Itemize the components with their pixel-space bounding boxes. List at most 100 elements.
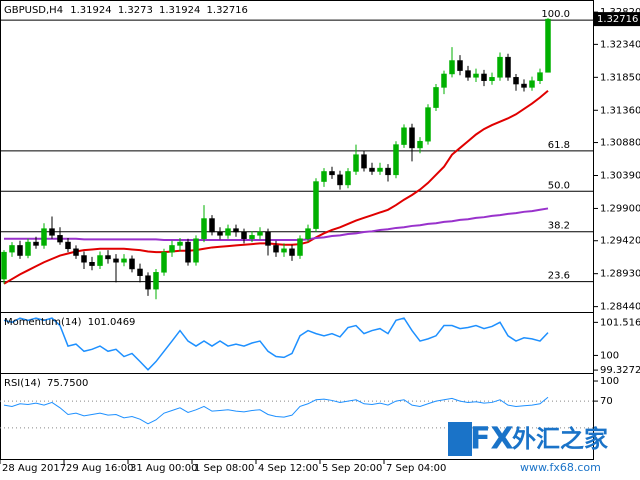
candle-body — [377, 167, 383, 172]
y-tick-label: 100 — [600, 376, 619, 387]
candle-body — [521, 83, 527, 88]
x-tick-label: 4 Sep 12:00 — [258, 463, 318, 474]
y-tick-label: 1.32340 — [600, 39, 640, 50]
x-tick-label: 31 Aug 00:00 — [130, 463, 197, 474]
fib-label: 23.6 — [548, 271, 570, 282]
y-tick-label: 99.3272 — [600, 365, 640, 376]
candle-body — [217, 231, 223, 236]
y-tick-label: 1.28440 — [600, 302, 640, 313]
candle-body — [385, 167, 391, 176]
candle-body — [433, 87, 439, 108]
rsi-current: 75.7500 — [47, 378, 88, 389]
candle-body — [289, 248, 295, 256]
candle-body — [49, 228, 55, 236]
candle-body — [297, 238, 303, 256]
candle-body — [185, 241, 191, 263]
y-tick-label: 101.5166 — [600, 317, 640, 328]
fib-label: 50.0 — [548, 180, 570, 191]
momentum-current: 101.0469 — [88, 317, 136, 328]
candle-body — [425, 107, 431, 142]
candle-body — [369, 167, 375, 172]
candle-body — [401, 127, 407, 145]
candle-body — [57, 235, 63, 243]
candle-body — [121, 258, 127, 263]
momentum-header: Momentum(14) 101.0469 — [4, 317, 135, 328]
watermark-icon — [448, 422, 472, 456]
momentum-title: Momentum(14) — [4, 317, 82, 328]
fib-label: 100.0 — [541, 9, 570, 20]
x-tick-label: 1 Sep 08:00 — [194, 463, 254, 474]
candle-body — [337, 174, 343, 186]
fib-label: 61.8 — [548, 140, 570, 151]
y-tick-label: 1.31850 — [600, 72, 640, 83]
candle-body — [73, 248, 79, 256]
candle-body — [273, 245, 279, 253]
price-tag-label: 1.32716 — [597, 14, 638, 25]
candle-body — [225, 228, 231, 236]
candle-body — [281, 248, 287, 253]
header-high: 1.3273 — [118, 5, 153, 16]
candle-body — [409, 127, 415, 149]
header-open: 1.31924 — [70, 5, 111, 16]
y-tick-label: 1.31360 — [600, 105, 640, 116]
candle-body — [201, 218, 207, 239]
candle-body — [353, 154, 359, 172]
candle-body — [513, 77, 519, 85]
candle-body — [265, 231, 271, 246]
candle-body — [65, 241, 71, 250]
candle-body — [137, 268, 143, 276]
y-tick-label: 1.30390 — [600, 171, 640, 182]
candle-body — [169, 245, 175, 253]
candle-body — [105, 255, 111, 260]
candle-body — [545, 18, 551, 73]
candle-body — [177, 241, 183, 246]
watermark-brand: FX — [470, 422, 514, 457]
x-tick-label: 28 Aug 2017 — [2, 463, 66, 474]
rsi-header: RSI(14) 75.7500 — [4, 378, 88, 389]
candle-body — [241, 231, 247, 239]
candle-body — [9, 245, 15, 253]
header-symbol: GBPUSD,H4 — [4, 5, 63, 16]
candle-body — [321, 171, 327, 182]
candle-body — [41, 228, 47, 246]
watermark: FX 外汇之家 www.fx68.com — [448, 422, 608, 474]
candle-body — [97, 255, 103, 266]
candle-body — [113, 258, 119, 263]
header-close: 1.32716 — [207, 5, 248, 16]
candle-body — [81, 255, 87, 263]
x-tick-label: 5 Sep 20:00 — [322, 463, 382, 474]
price-tag — [594, 12, 640, 27]
watermark-url: www.fx68.com — [520, 461, 601, 474]
moving-average — [4, 207, 549, 242]
candle-body — [489, 77, 495, 81]
y-tick-label: 1.30880 — [600, 138, 640, 149]
momentum-line — [3, 317, 549, 371]
candle-body — [505, 56, 511, 78]
candle-body — [417, 140, 423, 149]
candle-body — [393, 144, 399, 176]
candle-body — [33, 241, 39, 246]
candle-body — [529, 80, 535, 88]
x-tick-label: 29 Aug 16:00 — [66, 463, 133, 474]
candle-body — [257, 231, 263, 236]
candle-body — [193, 238, 199, 263]
candle-body — [249, 235, 255, 239]
candle-body — [145, 275, 151, 290]
candle-body — [313, 181, 319, 229]
y-tick-label: 100 — [600, 350, 619, 361]
candle-body — [361, 154, 367, 169]
candle-body — [209, 218, 215, 233]
header-low: 1.31924 — [159, 5, 200, 16]
candle-body — [465, 70, 471, 78]
candle-body — [441, 73, 447, 88]
candle-body — [345, 171, 351, 186]
candle-body — [89, 261, 95, 266]
y-tick-label: 1.28930 — [600, 269, 640, 280]
candle-body — [153, 272, 159, 290]
plot-frame — [0, 0, 594, 460]
candle-body — [25, 241, 31, 256]
fib-label: 38.2 — [548, 221, 570, 232]
y-tick-label: 70 — [600, 396, 613, 407]
